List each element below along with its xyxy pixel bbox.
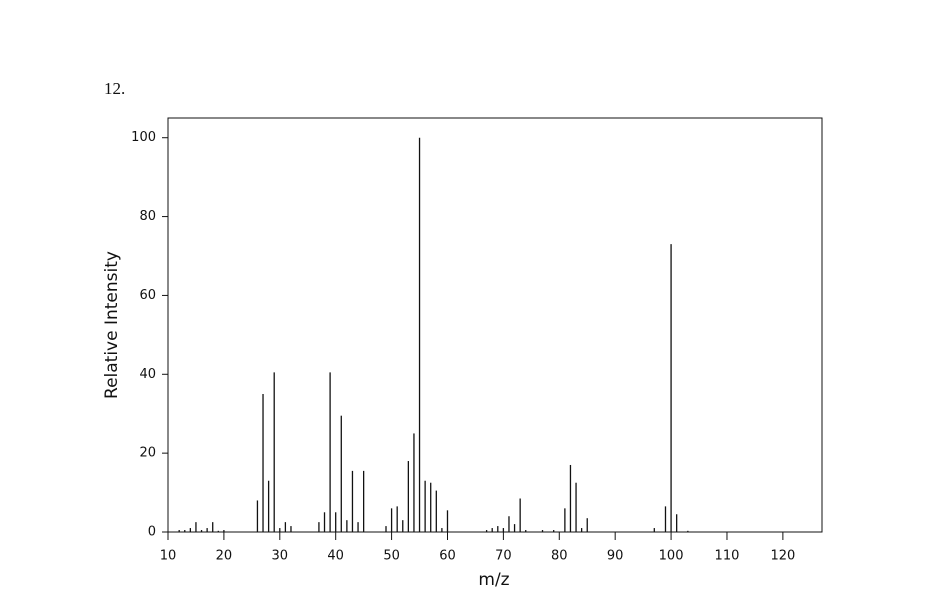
x-tick-label: 90 bbox=[607, 549, 624, 564]
x-tick-label: 80 bbox=[551, 549, 568, 564]
x-tick-label: 50 bbox=[383, 549, 400, 564]
x-tick-label: 110 bbox=[715, 549, 740, 564]
x-tick-label: 40 bbox=[327, 549, 344, 564]
y-tick-label: 20 bbox=[139, 446, 156, 461]
x-tick-label: 20 bbox=[216, 549, 233, 564]
y-tick-label: 100 bbox=[131, 130, 156, 145]
y-tick-label: 80 bbox=[139, 209, 156, 224]
x-tick-label: 100 bbox=[659, 549, 684, 564]
y-tick-label: 0 bbox=[148, 525, 156, 540]
x-tick-label: 70 bbox=[495, 549, 512, 564]
x-tick-label: 10 bbox=[160, 549, 177, 564]
x-tick-label: 60 bbox=[439, 549, 456, 564]
y-tick-label: 40 bbox=[139, 367, 156, 382]
x-axis-label: m/z bbox=[478, 570, 509, 590]
x-tick-label: 120 bbox=[770, 549, 795, 564]
y-axis-label: Relative Intensity bbox=[102, 251, 122, 399]
plot-frame bbox=[167, 117, 823, 533]
y-tick-label: 60 bbox=[139, 288, 156, 303]
figure-number: 12. bbox=[104, 79, 125, 98]
x-tick-label: 30 bbox=[272, 549, 289, 564]
